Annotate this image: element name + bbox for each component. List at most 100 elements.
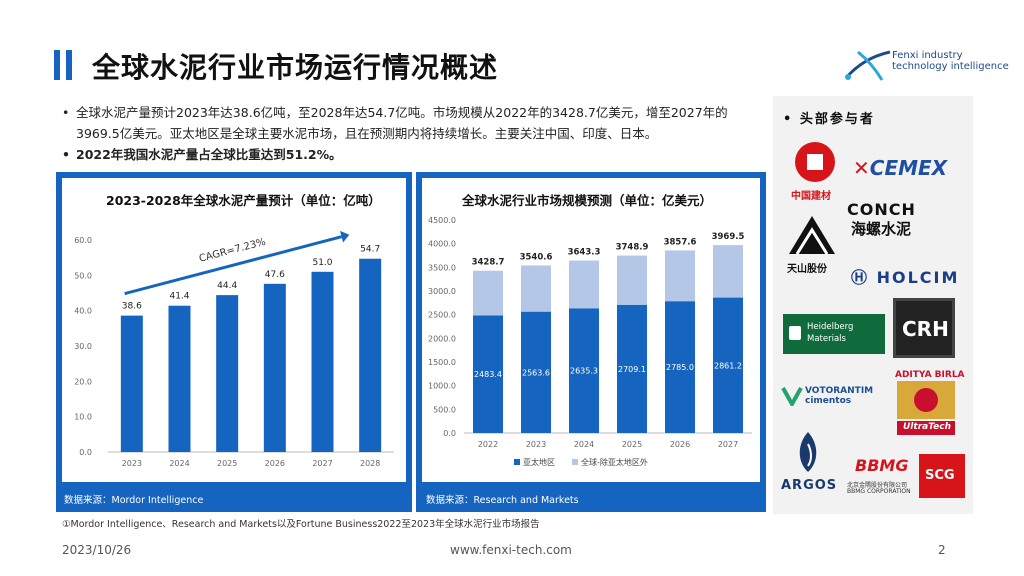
market-chart: 0.0 500.0 1000.0 1500.0 2000.0 2500.0 3000.0 35… [428,216,752,467]
heidelberg-label-2: Materials [807,334,846,344]
legend-label-asia-pacific: 亚太地区 [523,457,555,467]
argos-logo-icon [799,432,817,472]
bar-asia-pacific [521,311,551,433]
logo-text: Fenxi industry technology intelligence [892,50,1009,72]
logo-line2: technology intelligence [892,61,1009,72]
x-tick-label: 2027 [718,440,738,449]
bar-rest-of-world [569,260,599,309]
page-title: 全球水泥行业市场运行情况概述 [92,51,499,84]
x-tick-label: 2028 [360,459,380,468]
y-tick-label: 0.0 [79,448,92,457]
votorantim-label-2: cimentos [805,396,852,406]
tianshan-logo-icon [789,216,835,255]
aditya-label: ADITYA BIRLA [895,370,965,380]
bullet-2: 2022年我国水泥产量占全球比重达到51.2%。 [62,144,752,165]
y-tick-label: 500.0 [433,405,456,414]
y-tick-label: 3000.0 [428,287,456,296]
cemex-logo: ✕CEMEX [853,156,947,180]
bar [168,305,191,452]
x-tick-label: 2022 [478,440,498,449]
y-tick-label: 1500.0 [428,358,456,367]
y-tick-label: 3500.0 [428,263,456,272]
aditya-sun-icon [897,381,955,419]
x-tick-label: 2024 [574,440,594,449]
y-tick-label: 50.0 [74,271,92,280]
bar-total-label: 3748.9 [616,243,649,253]
bbmg-cn-label: 北京金隅股份有限公司 [847,482,908,489]
y-tick-label: 60.0 [74,236,92,245]
footnote: ①Mordor Intelligence、Research and Market… [62,519,540,530]
heidelberg-mark-icon [789,326,801,340]
production-chart-source: 数据来源：Mordor Intelligence [64,495,204,506]
bar-total-label: 3540.6 [520,252,553,262]
bar-total-label: 3428.7 [472,258,505,268]
heidelberg-logo: Heidelberg Materials [783,314,885,354]
bar-total-label: 3643.3 [568,248,601,258]
summary-bullets: 全球水泥产量预计2023年达38.6亿吨，至2028年达54.7亿吨。市场规模从… [62,102,752,165]
y-tick-label: 1000.0 [428,382,456,391]
x-tick-label: 2026 [670,440,690,449]
bar-value-label: 54.7 [360,245,380,255]
bar [263,283,286,452]
y-tick-label: 40.0 [74,307,92,316]
x-tick-label: 2026 [265,459,285,468]
bar-value-label: 2709.1 [618,365,646,374]
footer-date: 2023/10/26 [62,543,132,557]
bar-total-label: 3857.6 [664,237,697,247]
bbmg-en-label: BBMG CORPORATION [847,488,911,495]
x-tick-label: 2027 [312,459,332,468]
title-accent-bar-2 [66,50,72,80]
holcim-label: HOLCIM [876,268,960,287]
y-tick-label: 4500.0 [428,216,456,225]
bar-value-label: 2861.2 [714,361,742,370]
holcim-logo: Ⓗ HOLCIM [851,264,959,288]
votorantim-label-1: VOTORANTIM [805,386,874,396]
participants-heading: • 头部参与者 [783,112,875,127]
bar-total-label: 3969.5 [712,232,745,242]
ultratech-logo: UltraTech [897,421,955,435]
bar [120,315,143,452]
votorantim-logo-icon [781,387,803,406]
market-chart-title: 全球水泥行业市场规模预测（单位：亿美元） [462,193,713,208]
bar-rest-of-world [617,255,647,305]
bar-asia-pacific [473,315,503,433]
bbmg-label: BBMG [855,456,909,475]
cagr-arrow-line [124,235,342,296]
production-chart: 0.0 10.0 20.0 30.0 40.0 50.0 60.0 38.6 2023 41.4 2… [74,230,394,468]
bar-rest-of-world [521,265,551,312]
x-tick-label: 2023 [526,440,546,449]
bar-value-label: 2785.0 [666,363,694,372]
bar-value-label: 41.4 [169,292,189,302]
bar-asia-pacific [569,308,599,433]
bar-value-label: 2483.4 [474,370,502,379]
scg-logo: SCG [919,454,965,498]
bullet-1: 全球水泥产量预计2023年达38.6亿吨，至2028年达54.7亿吨。市场规模从… [62,102,752,144]
cnbm-label: 中国建材 [791,191,831,202]
page-number: 2 [938,543,946,557]
x-tick-label: 2025 [217,459,237,468]
y-tick-label: 10.0 [74,413,92,422]
bar [311,271,334,452]
y-tick-label: 2500.0 [428,311,456,320]
bar-asia-pacific [617,304,647,433]
bar-value-label: 2635.3 [570,367,598,376]
y-tick-label: 0.0 [443,429,456,438]
bar-asia-pacific [665,301,695,433]
cemex-label: CEMEX [869,156,948,180]
y-tick-label: 2000.0 [428,334,456,343]
scg-label: SCG [925,468,955,483]
bar-rest-of-world [665,250,695,302]
logo-line1: Fenxi industry [892,50,963,61]
x-tick-label: 2024 [169,459,189,468]
bar-value-label: 44.4 [217,281,237,291]
legend-swatch-rest-of-world [572,459,578,465]
y-tick-label: 4000.0 [428,240,456,249]
fenxi-logo-icon [844,50,891,81]
market-chart-source: 数据来源：Research and Markets [426,495,579,506]
bar-value-label: 2563.6 [522,368,550,377]
bar-value-label: 47.6 [265,270,285,280]
x-tick-label: 2025 [622,440,642,449]
bar-value-label: 51.0 [312,258,332,268]
crh-label: CRH [902,317,949,341]
footer-url: www.fenxi-tech.com [450,543,572,557]
